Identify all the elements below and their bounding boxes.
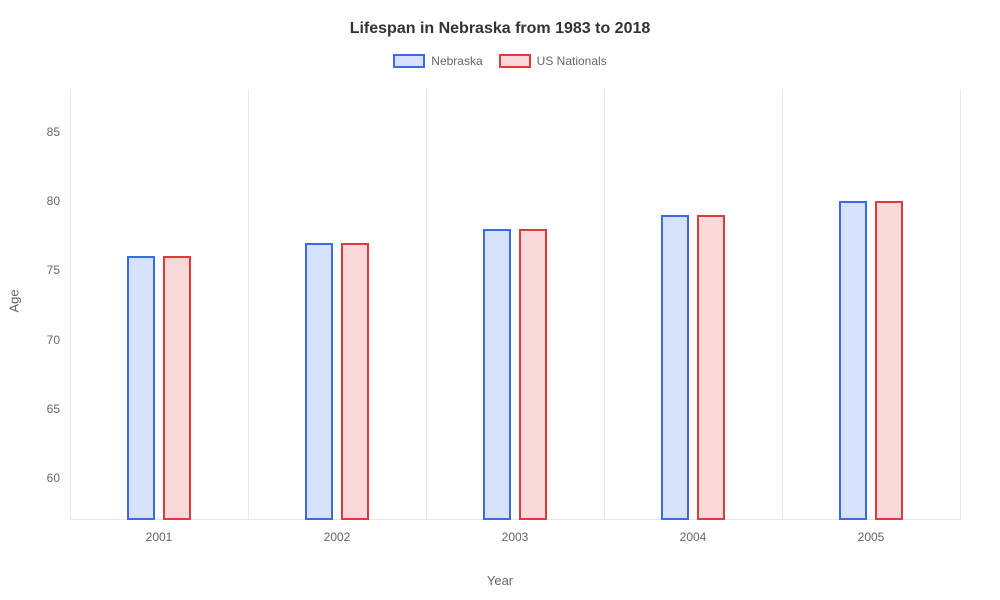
legend-swatch-nebraska xyxy=(393,54,425,68)
legend-swatch-us-nationals xyxy=(499,54,531,68)
y-axis-title: Age xyxy=(7,289,22,312)
bar-nebraska xyxy=(839,201,867,520)
category-group: 2001 xyxy=(70,90,248,520)
bar-us-nationals xyxy=(341,243,369,520)
x-tick-label: 2005 xyxy=(858,530,885,544)
legend-label-nebraska: Nebraska xyxy=(431,54,482,68)
category-group: 2004 xyxy=(604,90,782,520)
plot-area: 20012002200320042005 xyxy=(70,90,960,520)
category-group: 2003 xyxy=(426,90,604,520)
x-tick-label: 2003 xyxy=(502,530,529,544)
y-tick-label: 80 xyxy=(47,194,60,208)
bar-nebraska xyxy=(661,215,689,520)
legend-label-us-nationals: US Nationals xyxy=(537,54,607,68)
y-tick-label: 65 xyxy=(47,402,60,416)
x-tick-label: 2002 xyxy=(324,530,351,544)
category-group: 2002 xyxy=(248,90,426,520)
legend: Nebraska US Nationals xyxy=(0,54,1000,68)
y-tick-label: 60 xyxy=(47,471,60,485)
y-tick-label: 75 xyxy=(47,263,60,277)
y-tick-label: 85 xyxy=(47,125,60,139)
chart-title: Lifespan in Nebraska from 1983 to 2018 xyxy=(0,0,1000,38)
gridline xyxy=(960,90,961,520)
bar-us-nationals xyxy=(163,256,191,520)
y-tick-label: 70 xyxy=(47,333,60,347)
legend-item-us-nationals: US Nationals xyxy=(499,54,607,68)
bar-us-nationals xyxy=(519,229,547,520)
bar-nebraska xyxy=(305,243,333,520)
bar-nebraska xyxy=(483,229,511,520)
x-tick-label: 2001 xyxy=(146,530,173,544)
x-axis-title: Year xyxy=(0,573,1000,588)
chart-container: Lifespan in Nebraska from 1983 to 2018 N… xyxy=(0,0,1000,600)
bar-nebraska xyxy=(127,256,155,520)
bar-us-nationals xyxy=(875,201,903,520)
category-group: 2005 xyxy=(782,90,960,520)
x-tick-label: 2004 xyxy=(680,530,707,544)
bar-us-nationals xyxy=(697,215,725,520)
legend-item-nebraska: Nebraska xyxy=(393,54,482,68)
